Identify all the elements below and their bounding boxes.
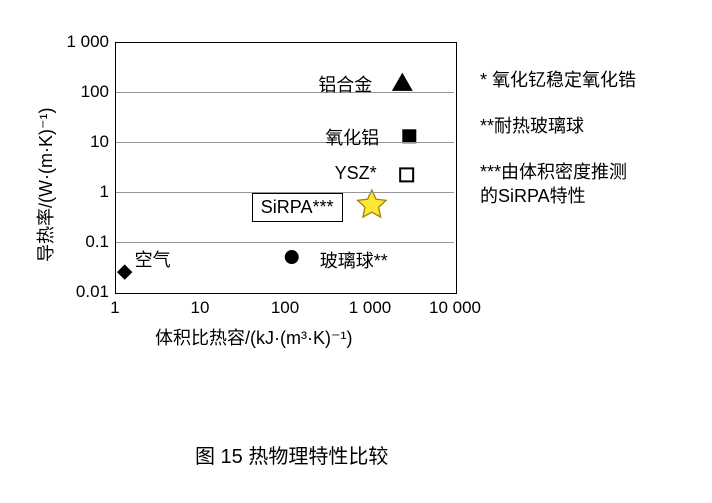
x-tick-label: 1	[80, 298, 150, 318]
x-tick-label: 10 000	[420, 298, 490, 318]
x-tick-label: 1 000	[335, 298, 405, 318]
legend-item: * 氧化钇稳定氧化锆	[480, 68, 636, 92]
marker-al-alloy	[393, 74, 412, 91]
legend-item: ***由体积密度推测 的SiRPA特性	[480, 160, 627, 209]
y-tick-label: 0.1	[49, 232, 109, 252]
marker-air	[118, 265, 132, 279]
sirpa-label-box: SiRPA***	[252, 193, 343, 222]
marker-ysz	[400, 168, 413, 181]
point-label-air: 空气	[135, 246, 171, 272]
point-label-al-alloy: 铝合金	[318, 71, 372, 97]
marker-sirpa	[358, 190, 387, 217]
gridline-h	[116, 142, 454, 143]
marker-glass	[285, 251, 298, 264]
point-label-alumina: 氧化铝	[325, 124, 379, 150]
point-label-glass: 玻璃球**	[320, 247, 388, 273]
x-tick-label: 10	[165, 298, 235, 318]
y-tick-label: 1 000	[49, 32, 109, 52]
gridline-h	[116, 92, 454, 93]
y-tick-label: 10	[49, 132, 109, 152]
x-tick-label: 100	[250, 298, 320, 318]
marker-alumina	[403, 130, 416, 143]
legend-item: **耐热玻璃球	[480, 114, 584, 138]
gridline-h	[116, 242, 454, 243]
point-label-ysz: YSZ*	[335, 163, 377, 184]
y-tick-label: 1	[49, 182, 109, 202]
page-root: { "chart": { "type": "scatter", "plot": …	[0, 0, 712, 503]
y-tick-label: 100	[49, 82, 109, 102]
